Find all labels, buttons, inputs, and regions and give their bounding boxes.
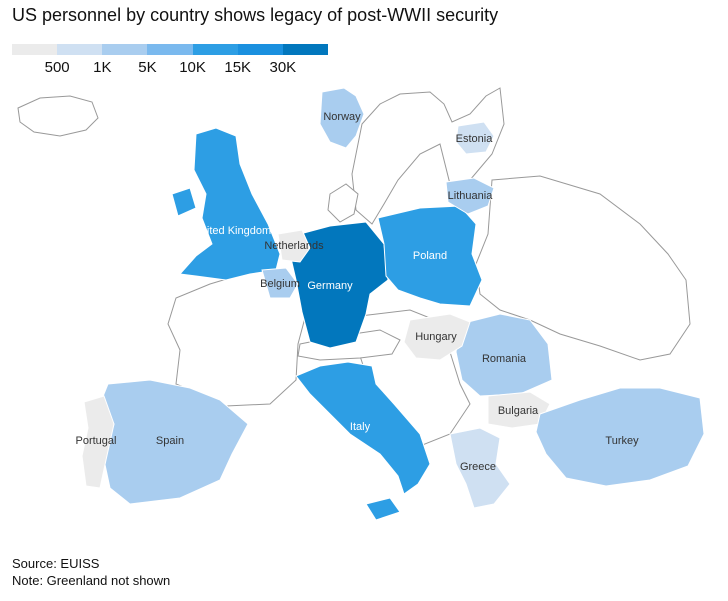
country-name-lithuania: Lithuania (448, 190, 494, 202)
legend: 500 1K 5K 10K 15K 30K (12, 44, 328, 79)
country-netherlands (277, 229, 311, 263)
source-note: Source: EUISS (12, 556, 100, 571)
scandinavia-shape (351, 87, 505, 225)
country-italy (295, 361, 431, 521)
country-name-italy: Italy (350, 421, 371, 433)
page-title: US personnel by country shows legacy of … (12, 5, 499, 25)
country-norway (319, 87, 365, 149)
country-turkey (535, 387, 705, 487)
legend-label: 500 (44, 59, 70, 76)
denmark-shape (327, 183, 359, 223)
country-hungary (403, 313, 471, 361)
legend-label: 15K (224, 59, 252, 76)
legend-swatch (282, 44, 328, 55)
country-name-spain: Spain (156, 435, 184, 447)
country-romania (455, 313, 553, 397)
country-name-germany: Germany (307, 280, 353, 292)
legend-swatch (12, 44, 58, 55)
legend-label: 30K (269, 59, 297, 76)
country-greece (449, 427, 511, 509)
country-name-norway: Norway (323, 111, 361, 123)
country-name-belgium: Belgium (260, 278, 300, 290)
country-united-kingdom (171, 127, 281, 281)
country-lithuania (445, 177, 495, 215)
country-name-portugal: Portugal (76, 435, 117, 447)
country-name-hungary: Hungary (415, 331, 457, 343)
country-name-greece: Greece (460, 461, 496, 473)
country-portugal (81, 395, 115, 489)
legend-swatch (192, 44, 238, 55)
legend-swatch (57, 44, 103, 55)
legend-label: 10K (179, 59, 206, 76)
legend-label: 1K (93, 59, 112, 76)
country-belgium (261, 267, 299, 299)
europe-map: Germany Italy United Kingdom Poland Spai… (0, 84, 728, 544)
legend-labels: 500 1K 5K 10K 15K 30K (12, 59, 328, 79)
footer: Source: EUISS Note: Greenland not shown (12, 555, 170, 589)
country-name-united-kingdom: United Kingdom (193, 225, 271, 237)
country-name-romania: Romania (482, 353, 527, 365)
country-estonia (455, 121, 495, 155)
country-name-bulgaria: Bulgaria (498, 405, 539, 417)
country-name-turkey: Turkey (605, 435, 639, 447)
legend-label: 5K (138, 59, 157, 76)
legend-color-bar (12, 44, 328, 55)
iceland-shape (17, 95, 99, 137)
country-name-netherlands: Netherlands (264, 240, 324, 252)
legend-swatch (147, 44, 193, 55)
country-name-estonia: Estonia (456, 133, 494, 145)
legend-swatch (237, 44, 283, 55)
greenland-note: Note: Greenland not shown (12, 573, 171, 588)
country-labels: Germany Italy United Kingdom Poland Spai… (76, 111, 640, 473)
legend-swatch (102, 44, 148, 55)
country-name-poland: Poland (413, 250, 447, 262)
